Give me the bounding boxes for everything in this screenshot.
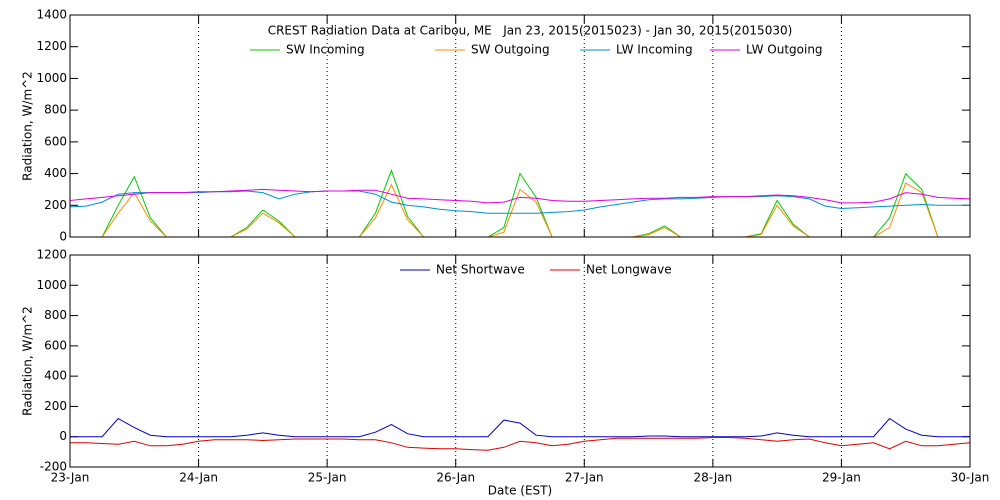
y-tick-label: 200 xyxy=(44,198,67,212)
chart-title: CREST Radiation Data at Caribou, ME Jan … xyxy=(268,24,793,38)
y-tick-label: 1000 xyxy=(36,71,67,85)
y-tick-label: 1400 xyxy=(36,8,67,22)
y-tick-label: 400 xyxy=(44,369,67,383)
legend-label: SW Incoming xyxy=(286,43,365,57)
y-tick-label: 600 xyxy=(44,338,67,352)
y-axis-label: Radiation, W/m^2 xyxy=(21,71,35,181)
series-line xyxy=(70,168,970,237)
legend-label: LW Incoming xyxy=(616,43,693,57)
legend-label: Net Longwave xyxy=(586,263,672,277)
y-tick-label: 0 xyxy=(59,230,67,244)
y-tick-label: 800 xyxy=(44,103,67,117)
y-tick-label: 800 xyxy=(44,308,67,322)
y-tick-label: 1200 xyxy=(36,39,67,53)
x-tick-label: 23-Jan xyxy=(51,471,90,485)
legend-label: SW Outgoing xyxy=(471,43,550,57)
y-tick-label: 1000 xyxy=(36,278,67,292)
y-tick-label: 0 xyxy=(59,429,67,443)
y-tick-label: 200 xyxy=(44,399,67,413)
x-tick-label: 30-Jan xyxy=(951,471,990,485)
y-tick-label: -200 xyxy=(40,460,67,474)
plot-frame xyxy=(69,254,971,468)
series-line xyxy=(70,188,970,204)
y-tick-label: 600 xyxy=(44,134,67,148)
x-tick-label: 25-Jan xyxy=(308,471,347,485)
plot-frame xyxy=(69,14,971,238)
x-tick-label: 27-Jan xyxy=(565,471,604,485)
y-axis-label: Radiation, W/m^2 xyxy=(21,306,35,416)
y-tick-label: 400 xyxy=(44,166,67,180)
legend-label: Net Shortwave xyxy=(436,263,525,277)
legend-label: LW Outgoing xyxy=(746,43,823,57)
series-line xyxy=(70,437,970,451)
x-tick-label: 26-Jan xyxy=(436,471,475,485)
x-tick-label: 28-Jan xyxy=(693,471,732,485)
y-tick-label: 1200 xyxy=(36,248,67,262)
x-tick-label: 24-Jan xyxy=(179,471,218,485)
series-line xyxy=(70,182,970,237)
x-tick-label: 29-Jan xyxy=(822,471,861,485)
series-line xyxy=(70,417,970,438)
x-axis-label: Date (EST) xyxy=(488,484,552,498)
